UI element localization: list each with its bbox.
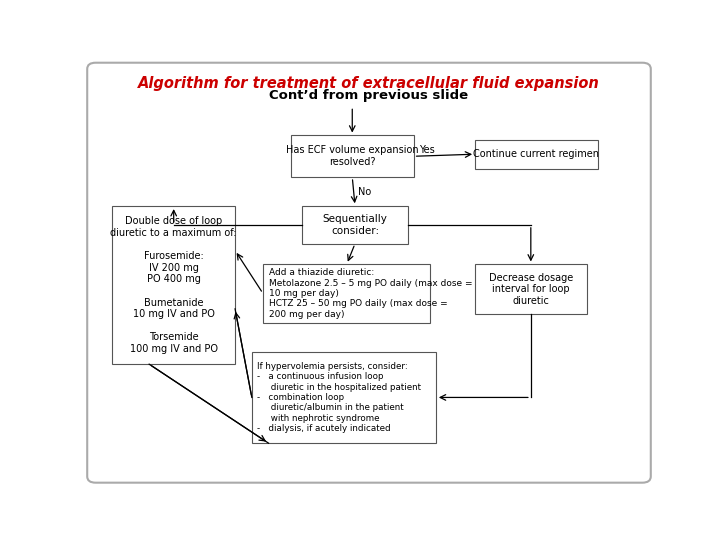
Text: Continue current regimen: Continue current regimen bbox=[474, 149, 599, 159]
Text: Sequentially
consider:: Sequentially consider: bbox=[323, 214, 387, 235]
Text: Yes: Yes bbox=[419, 145, 435, 155]
FancyBboxPatch shape bbox=[112, 206, 235, 364]
FancyBboxPatch shape bbox=[263, 265, 431, 322]
Text: No: No bbox=[358, 187, 371, 197]
Text: Double dose of loop
diuretic to a maximum of:

Furosemide:
IV 200 mg
PO 400 mg

: Double dose of loop diuretic to a maximu… bbox=[110, 217, 237, 354]
Text: Has ECF volume expansion
resolved?: Has ECF volume expansion resolved? bbox=[286, 145, 418, 167]
FancyBboxPatch shape bbox=[252, 352, 436, 443]
FancyBboxPatch shape bbox=[302, 206, 408, 244]
Text: Algorithm for treatment of extracellular fluid expansion: Algorithm for treatment of extracellular… bbox=[138, 76, 600, 91]
Text: If hypervolemia persists, consider:
-   a continuous infusion loop
     diuretic: If hypervolemia persists, consider: - a … bbox=[258, 362, 421, 433]
Text: Add a thiazide diuretic:
Metolazone 2.5 – 5 mg PO daily (max dose =
10 mg per da: Add a thiazide diuretic: Metolazone 2.5 … bbox=[269, 268, 472, 319]
FancyBboxPatch shape bbox=[291, 136, 413, 177]
FancyBboxPatch shape bbox=[475, 140, 598, 168]
FancyBboxPatch shape bbox=[475, 265, 587, 314]
Text: Decrease dosage
interval for loop
diuretic: Decrease dosage interval for loop diuret… bbox=[489, 273, 573, 306]
FancyBboxPatch shape bbox=[87, 63, 651, 483]
Text: Cont’d from previous slide: Cont’d from previous slide bbox=[269, 90, 469, 103]
